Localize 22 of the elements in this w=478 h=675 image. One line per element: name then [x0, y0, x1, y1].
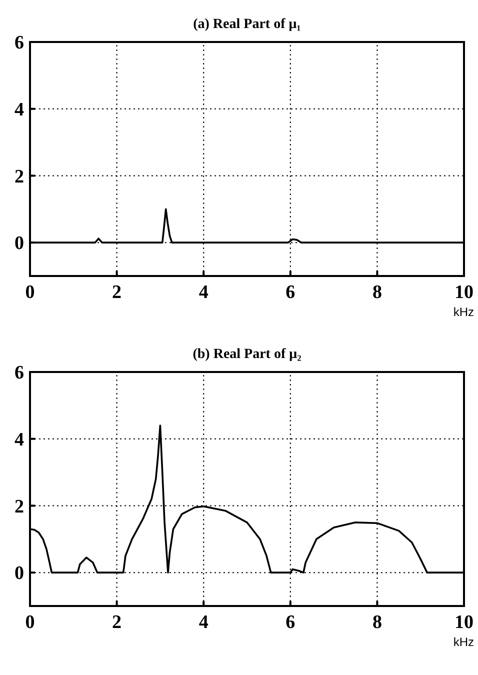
y-tick-label: 0 — [14, 563, 24, 584]
x-tick-label: 8 — [372, 612, 382, 633]
y-tick-label: 4 — [14, 100, 24, 121]
y-tick-label: 6 — [14, 32, 24, 54]
x-tick-label: 10 — [454, 612, 474, 633]
x-tick-label: 2 — [112, 612, 122, 633]
y-tick-label: 2 — [14, 166, 24, 188]
x-tick-label: 6 — [286, 282, 296, 303]
y-tick-label: 4 — [14, 430, 24, 451]
y-tick-label: 0 — [14, 233, 24, 254]
x-tick-label: 8 — [372, 282, 382, 303]
x-tick-label: 6 — [286, 612, 296, 633]
chart-title: (a) Real Part of μ₁ — [193, 17, 301, 32]
x-tick-label: 2 — [112, 282, 122, 303]
x-axis-title: kHz — [453, 635, 474, 649]
x-axis-title: kHz — [453, 305, 474, 319]
y-tick-label: 2 — [14, 496, 24, 518]
y-tick-label: 6 — [14, 362, 24, 384]
chart-title: (b) Real Part of μ₂ — [192, 347, 302, 362]
x-tick-label: 4 — [198, 612, 209, 633]
x-tick-label: 10 — [454, 282, 474, 303]
x-tick-label: 4 — [198, 282, 209, 303]
